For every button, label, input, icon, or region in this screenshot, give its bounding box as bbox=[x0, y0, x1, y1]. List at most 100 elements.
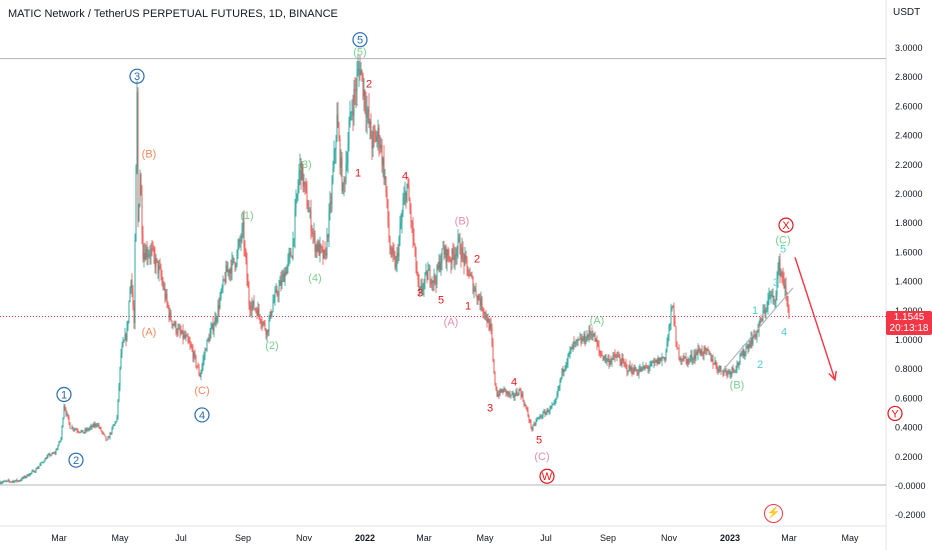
candle-body bbox=[276, 289, 278, 295]
candle-body bbox=[264, 322, 266, 330]
candle-body bbox=[461, 247, 463, 259]
candle-body bbox=[249, 305, 251, 310]
candle-body bbox=[530, 420, 532, 428]
candle-body bbox=[552, 404, 554, 406]
candle-body bbox=[309, 210, 311, 212]
candle-body bbox=[206, 339, 208, 351]
candle-body bbox=[347, 145, 349, 164]
candle-body bbox=[151, 248, 153, 250]
candle-body bbox=[368, 109, 370, 125]
candle-body bbox=[408, 186, 410, 201]
candle-body bbox=[233, 257, 235, 263]
candle-body bbox=[110, 433, 112, 434]
wave-label: (B) bbox=[730, 379, 745, 391]
candle-body bbox=[8, 480, 10, 482]
candle-body bbox=[341, 157, 343, 192]
candle-body bbox=[432, 280, 434, 283]
candle-body bbox=[235, 264, 237, 267]
candle-body bbox=[69, 422, 71, 429]
candle-body bbox=[522, 394, 524, 401]
candle-body bbox=[371, 138, 373, 149]
candle-body bbox=[627, 371, 629, 373]
candle-body bbox=[447, 249, 449, 257]
candle-body bbox=[592, 336, 594, 337]
candle-body bbox=[736, 363, 738, 369]
candle-body bbox=[394, 255, 396, 268]
lightning-icon[interactable]: ⚡ bbox=[764, 504, 783, 523]
candle-body bbox=[475, 288, 477, 296]
wave-label: 2 bbox=[474, 254, 480, 266]
candle-body bbox=[539, 416, 541, 417]
candle-body bbox=[568, 353, 570, 355]
y-tick-label: 1.8000 bbox=[895, 218, 923, 228]
candle-body bbox=[314, 233, 316, 252]
wave-label: 5 bbox=[536, 435, 542, 447]
candle-body bbox=[61, 426, 63, 439]
candle-body bbox=[500, 389, 502, 393]
candle-body bbox=[760, 318, 762, 320]
candle-body bbox=[198, 366, 200, 374]
candle-body bbox=[465, 255, 467, 259]
candle-body bbox=[649, 366, 651, 368]
candle-body bbox=[154, 255, 156, 267]
candle-body bbox=[711, 358, 713, 361]
candle-body bbox=[255, 309, 257, 311]
wave-label: (C) bbox=[775, 235, 790, 247]
candle-body bbox=[95, 423, 97, 426]
candle-body bbox=[133, 307, 135, 324]
candle-body bbox=[657, 358, 659, 364]
candle-body bbox=[671, 307, 673, 311]
candle-body bbox=[425, 271, 427, 274]
candle-body bbox=[615, 357, 617, 358]
candle-body bbox=[454, 255, 456, 261]
candle-body bbox=[390, 253, 392, 255]
candle-body bbox=[345, 164, 347, 181]
candle-body bbox=[115, 421, 117, 423]
candle-body bbox=[702, 354, 704, 356]
candle-body bbox=[589, 330, 591, 335]
candle-body bbox=[166, 293, 168, 303]
candle-body bbox=[189, 342, 191, 345]
candle-body bbox=[517, 394, 519, 396]
candle-body bbox=[79, 432, 81, 433]
candle-body bbox=[252, 300, 254, 305]
candle-body bbox=[643, 365, 645, 369]
candle-body bbox=[782, 274, 784, 280]
candle-body bbox=[617, 355, 619, 357]
candle-body bbox=[367, 109, 369, 112]
candle-body bbox=[734, 370, 736, 372]
candle-body bbox=[712, 358, 714, 364]
candle-body bbox=[27, 474, 29, 477]
x-tick-label: Nov bbox=[296, 533, 313, 543]
candle-body bbox=[181, 330, 183, 334]
wave-label: 2 bbox=[73, 455, 79, 467]
candle-body bbox=[221, 288, 223, 290]
candle-body bbox=[514, 395, 516, 397]
candle-body bbox=[270, 311, 272, 317]
candle-body bbox=[601, 355, 603, 357]
candle-body bbox=[590, 333, 592, 335]
candle-body bbox=[262, 322, 264, 325]
candle-body bbox=[668, 326, 670, 335]
candle-body bbox=[641, 367, 643, 372]
wave-label: 3 bbox=[773, 277, 779, 289]
candle-body bbox=[213, 325, 215, 332]
candle-body bbox=[173, 324, 175, 326]
candle-body bbox=[127, 320, 129, 328]
candle-body bbox=[279, 280, 281, 286]
wave-label: (3) bbox=[298, 159, 311, 171]
candle-body bbox=[757, 330, 759, 332]
candle-body bbox=[377, 128, 379, 137]
candle-body bbox=[549, 407, 551, 412]
candle-body bbox=[513, 393, 515, 397]
candle-body bbox=[483, 311, 485, 314]
candle-body bbox=[550, 406, 552, 408]
candle-body bbox=[777, 270, 779, 279]
candle-body bbox=[336, 114, 338, 141]
candle-body bbox=[243, 220, 245, 247]
candle-body bbox=[52, 453, 54, 454]
candle-body bbox=[237, 246, 239, 252]
candle-body bbox=[339, 138, 341, 168]
